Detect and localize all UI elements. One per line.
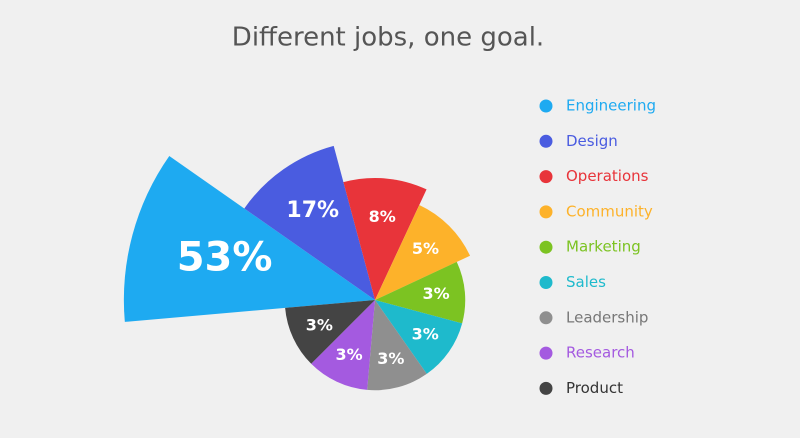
pie-slice xyxy=(311,300,375,390)
value-label: 5% xyxy=(412,239,439,258)
legend-label: Design xyxy=(566,132,618,150)
value-label: 53% xyxy=(177,235,273,281)
legend-label: Leadership xyxy=(566,308,648,326)
chart-title: Different jobs, one goal. xyxy=(232,23,544,53)
value-label: 3% xyxy=(412,325,439,344)
pie-slice xyxy=(375,261,466,324)
legend-label: Product xyxy=(566,379,623,397)
legend-label: Marketing xyxy=(566,238,641,256)
pie-slice xyxy=(343,177,427,300)
legend-label: Community xyxy=(566,202,653,220)
pie-slice xyxy=(123,155,376,322)
pie-slice xyxy=(375,204,471,300)
legend-marker xyxy=(539,311,553,325)
legend-label: Research xyxy=(566,344,635,362)
legend-marker xyxy=(539,205,553,219)
pie-slice xyxy=(367,300,427,391)
legend-marker xyxy=(539,134,553,148)
pie-slice xyxy=(375,300,463,374)
pie-slice xyxy=(244,145,375,300)
legend-marker xyxy=(539,99,553,113)
legend-label: Engineering xyxy=(566,97,656,115)
value-label: 17% xyxy=(286,198,339,223)
value-label: 3% xyxy=(306,315,333,334)
value-label: 3% xyxy=(377,349,404,368)
value-label: 3% xyxy=(423,284,450,303)
legend-label: Sales xyxy=(566,273,606,291)
value-label: 8% xyxy=(369,207,396,226)
legend-marker xyxy=(539,381,553,395)
pie-slice xyxy=(285,300,375,364)
legend-marker xyxy=(539,346,553,360)
legend-marker xyxy=(539,170,553,184)
legend-label: Operations xyxy=(566,167,649,185)
legend-marker xyxy=(539,240,553,254)
legend-marker xyxy=(539,276,553,289)
value-label: 3% xyxy=(335,345,362,364)
